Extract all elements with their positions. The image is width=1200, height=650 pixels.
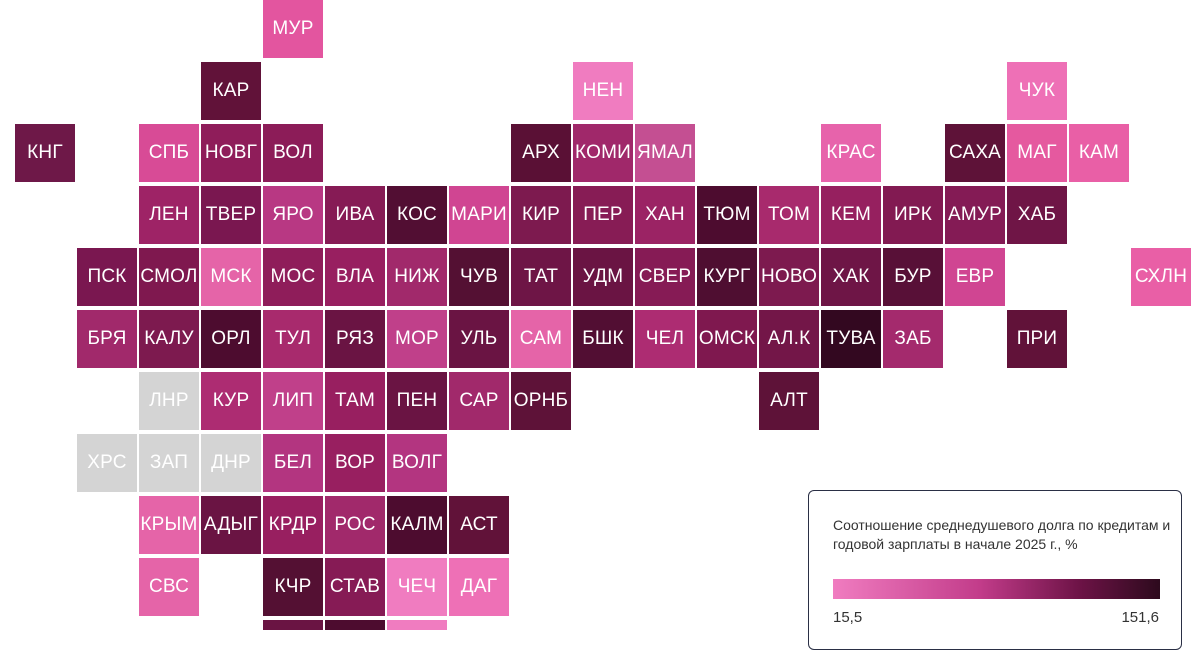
region-tile-cropped [325,620,385,630]
region-tile: ТУВА [821,310,881,368]
region-tile: КИР [511,186,571,244]
region-tile: БУР [883,248,943,306]
region-tile-cropped [387,620,447,630]
region-tile: КАЛУ [139,310,199,368]
region-tile: ТАМ [325,372,385,430]
region-tile: СВС [139,558,199,616]
region-tile: КРДР [263,496,323,554]
region-tile: ХАН [635,186,695,244]
region-tile: ЛНР [139,372,199,430]
region-tile: АРХ [511,124,571,182]
region-tile: ЧУВ [449,248,509,306]
region-tile: КНГ [15,124,75,182]
region-tile: ПЕН [387,372,447,430]
region-tile: АЛ.К [759,310,819,368]
region-tile: НИЖ [387,248,447,306]
region-tile: АМУР [945,186,1005,244]
region-tile: МУР [263,0,323,58]
region-tile: САР [449,372,509,430]
region-tile: МАГ [1007,124,1067,182]
region-tile: АДЫГ [201,496,261,554]
region-tile: ПРИ [1007,310,1067,368]
region-tile: НЕН [573,62,633,120]
region-tile: ТУЛ [263,310,323,368]
region-tile: ИВА [325,186,385,244]
region-tile: ИРК [883,186,943,244]
region-tile: НОВГ [201,124,261,182]
region-tile: ДАГ [449,558,509,616]
region-tile: ТЮМ [697,186,757,244]
region-tile: ХАК [821,248,881,306]
legend: Соотношение среднедушевого долга по кред… [808,490,1182,650]
region-tile: ЗАБ [883,310,943,368]
region-tile: БЕЛ [263,434,323,492]
region-tile: РОС [325,496,385,554]
region-tile: ЯРО [263,186,323,244]
region-tile: МОР [387,310,447,368]
region-tile: ВОР [325,434,385,492]
region-tile: КАЛМ [387,496,447,554]
region-tile: КЕМ [821,186,881,244]
region-tile: ДНР [201,434,261,492]
region-tile: ТВЕР [201,186,261,244]
region-tile: ОМСК [697,310,757,368]
region-tile: ЧЕЧ [387,558,447,616]
region-tile: СПБ [139,124,199,182]
region-tile: ПЕР [573,186,633,244]
region-tile: ЕВР [945,248,1005,306]
region-tile: КУР [201,372,261,430]
region-tile: ПСК [77,248,137,306]
region-tile: КЧР [263,558,323,616]
region-tile: ТАТ [511,248,571,306]
region-tile: ХАБ [1007,186,1067,244]
region-tile: УДМ [573,248,633,306]
region-tile: МОС [263,248,323,306]
region-tile: ХРС [77,434,137,492]
region-tile: КРАС [821,124,881,182]
region-tile: МАРИ [449,186,509,244]
region-tile: БШК [573,310,633,368]
region-tile: КУРГ [697,248,757,306]
region-tile: ОРНБ [511,372,571,430]
region-tile: КРЫМ [139,496,199,554]
region-tile-cropped [263,620,323,630]
region-tile: ЛИП [263,372,323,430]
region-tile: УЛЬ [449,310,509,368]
region-tile: КАМ [1069,124,1129,182]
region-tile: СМОЛ [139,248,199,306]
region-tile: МСК [201,248,261,306]
region-tile: САМ [511,310,571,368]
region-tile: ВЛА [325,248,385,306]
region-tile: СХЛН [1131,248,1191,306]
region-tile: ЧЕЛ [635,310,695,368]
region-tile: ТОМ [759,186,819,244]
region-tile: ЗАП [139,434,199,492]
region-tile: СВЕР [635,248,695,306]
legend-max-value: 151,6 [1121,609,1159,626]
region-tile: ВОЛГ [387,434,447,492]
region-tile: САХА [945,124,1005,182]
legend-min-value: 15,5 [833,609,863,626]
region-tile: ЛЕН [139,186,199,244]
legend-title: Соотношение среднедушевого долга по кред… [833,517,1171,552]
region-tile: РЯЗ [325,310,385,368]
region-tile: АСТ [449,496,509,554]
region-tile: КОМИ [573,124,633,182]
region-tile: КАР [201,62,261,120]
region-tile: КОС [387,186,447,244]
region-tile: БРЯ [77,310,137,368]
region-tile: ЧУК [1007,62,1067,120]
region-tile: СТАВ [325,558,385,616]
region-tile: НОВО [759,248,819,306]
legend-color-scale [833,579,1160,599]
region-tile: ЯМАЛ [635,124,695,182]
region-tile: ВОЛ [263,124,323,182]
region-tile: ОРЛ [201,310,261,368]
region-tile: АЛТ [759,372,819,430]
